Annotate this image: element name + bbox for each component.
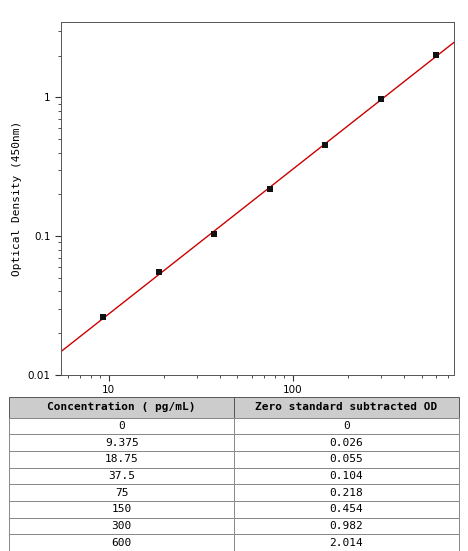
Point <box>211 229 218 238</box>
Y-axis label: Optical Density (450nm): Optical Density (450nm) <box>12 121 22 276</box>
Point <box>322 141 329 149</box>
Point <box>266 185 274 193</box>
Point <box>100 313 107 322</box>
Point <box>432 51 440 60</box>
Point <box>155 268 163 277</box>
X-axis label: mCCL2 Concentration (pg/mL): mCCL2 Concentration (pg/mL) <box>166 401 349 410</box>
Point <box>377 94 384 103</box>
